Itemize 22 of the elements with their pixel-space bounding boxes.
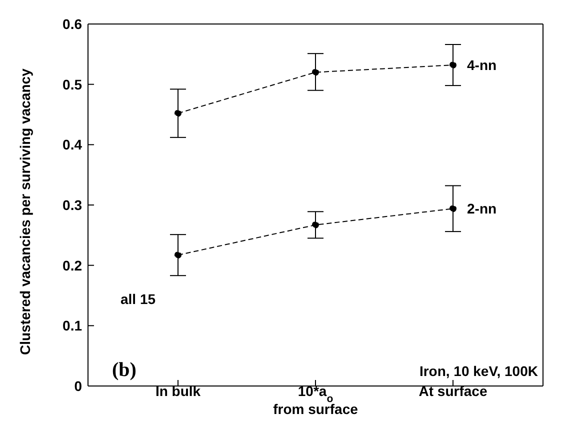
x-tick-label: 10*a$_{o}$ from surface [273,383,358,417]
annotation: all 15 [120,291,156,307]
y-tick-label: 0.2 [62,257,82,274]
x-tick-label: In bulk [155,383,201,399]
point [312,221,319,228]
series-label: 2-nn [467,200,497,217]
y-tick-label: 0.3 [62,196,82,213]
y-tick-label: 0 [74,378,82,394]
point [174,110,182,117]
annotation: Iron, 10 keV, 100K [419,363,538,379]
y-tick-label: 0.4 [62,136,82,153]
annotation: (b) [112,359,136,381]
y-tick-label: 0.5 [62,76,82,92]
y-axis-title: Clustered vacancies per surviving vacancy [16,68,33,355]
point [450,62,456,69]
y-tick-label: 0.6 [62,16,82,32]
point [450,205,456,212]
series-label: 4-nn [467,57,497,74]
point [312,68,319,76]
x-tick-label: At surface [418,383,488,399]
point [174,252,182,259]
y-tick-label: 0.1 [62,318,82,334]
